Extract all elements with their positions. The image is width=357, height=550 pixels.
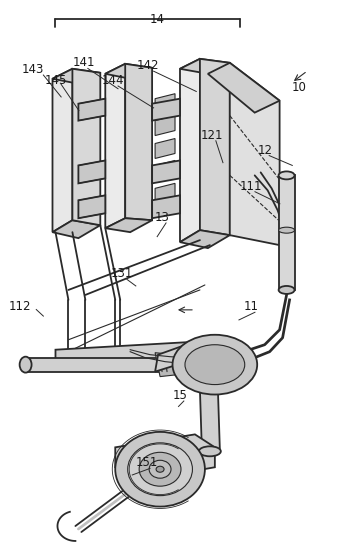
Ellipse shape	[149, 460, 171, 478]
Polygon shape	[152, 98, 180, 120]
Text: 142: 142	[137, 59, 160, 72]
Ellipse shape	[156, 466, 164, 472]
Polygon shape	[26, 358, 210, 372]
Text: 13: 13	[155, 211, 170, 224]
Polygon shape	[180, 59, 200, 242]
Text: 11: 11	[244, 300, 259, 313]
Polygon shape	[52, 69, 72, 232]
Text: 14: 14	[150, 13, 165, 26]
Polygon shape	[278, 175, 295, 290]
Polygon shape	[200, 59, 230, 235]
Polygon shape	[180, 59, 230, 74]
Text: 145: 145	[45, 74, 67, 87]
Polygon shape	[125, 64, 152, 220]
Polygon shape	[230, 63, 280, 245]
Text: 121: 121	[201, 129, 223, 142]
Polygon shape	[79, 98, 105, 120]
Text: 112: 112	[9, 300, 31, 313]
Ellipse shape	[128, 443, 192, 496]
Polygon shape	[105, 64, 152, 79]
Text: 15: 15	[173, 389, 188, 402]
Ellipse shape	[278, 227, 295, 233]
Text: 144: 144	[101, 74, 124, 87]
Polygon shape	[152, 195, 180, 218]
Polygon shape	[155, 340, 200, 372]
Ellipse shape	[172, 335, 257, 394]
Polygon shape	[105, 218, 152, 232]
Polygon shape	[79, 161, 105, 183]
Polygon shape	[155, 139, 175, 158]
Polygon shape	[208, 63, 280, 113]
Polygon shape	[155, 116, 175, 135]
Ellipse shape	[278, 286, 295, 294]
Polygon shape	[79, 195, 105, 218]
Polygon shape	[155, 353, 178, 377]
Ellipse shape	[278, 172, 295, 179]
Polygon shape	[55, 340, 230, 365]
Text: 111: 111	[240, 180, 263, 192]
Ellipse shape	[185, 345, 245, 384]
Text: 10: 10	[292, 81, 307, 94]
Ellipse shape	[115, 432, 205, 507]
Text: 151: 151	[135, 456, 158, 469]
Polygon shape	[52, 69, 100, 84]
Ellipse shape	[20, 357, 31, 372]
Text: 143: 143	[21, 63, 44, 76]
Polygon shape	[115, 434, 215, 474]
Text: 141: 141	[73, 57, 96, 69]
Polygon shape	[155, 183, 175, 204]
Text: 12: 12	[258, 144, 273, 157]
Polygon shape	[105, 64, 125, 228]
Ellipse shape	[139, 452, 181, 486]
Polygon shape	[155, 94, 175, 114]
Polygon shape	[52, 220, 100, 238]
Polygon shape	[155, 161, 175, 180]
Polygon shape	[152, 161, 180, 183]
Polygon shape	[72, 69, 100, 225]
Text: 131: 131	[110, 267, 133, 280]
Polygon shape	[180, 230, 230, 248]
Polygon shape	[200, 388, 220, 452]
Ellipse shape	[199, 447, 221, 456]
